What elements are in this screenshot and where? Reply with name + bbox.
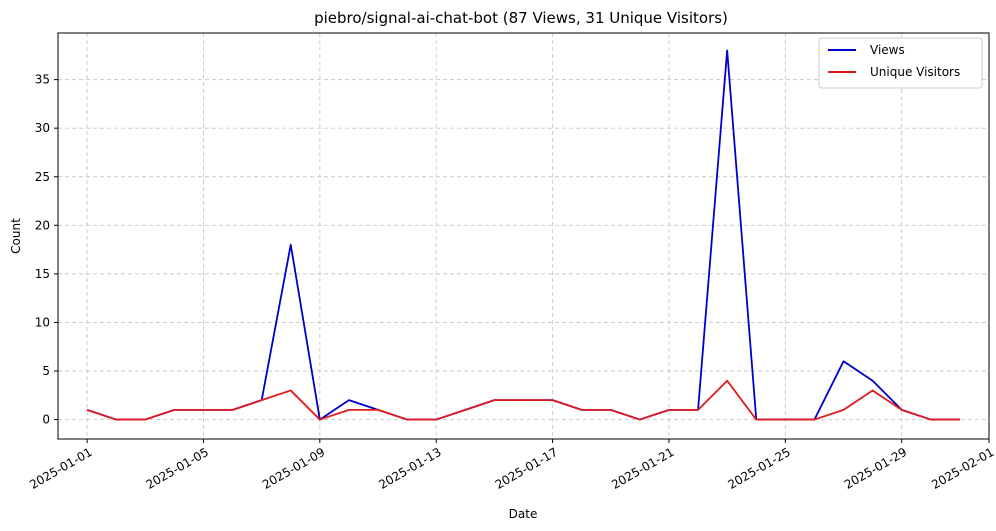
x-axis-label: Date [509,507,538,521]
chart-title: piebro/signal-ai-chat-bot (87 Views, 31 … [314,9,728,27]
series-lines [86,49,960,421]
series-line-views [86,49,960,421]
x-tick-label: 2025-01-29 [842,445,909,492]
y-tick-label: 25 [35,170,50,184]
x-tick-label: 2025-01-21 [609,445,676,492]
y-tick-label: 35 [35,73,50,87]
y-tick-label: 5 [42,364,50,378]
x-tick-label: 2025-01-25 [725,445,792,492]
y-tick-label: 10 [35,315,50,329]
x-tick-label: 2025-01-01 [27,445,94,492]
x-tick-label: 2025-02-01 [929,445,996,492]
legend-label-views: Views [870,43,905,57]
x-axis: 2025-01-01 2025-01-05 2025-01-09 2025-01-13… [27,439,996,492]
y-tick-label: 15 [35,267,50,281]
legend: Views Unique Visitors [818,37,983,89]
y-tick-label: 0 [42,413,50,427]
y-tick-label: 30 [35,121,50,135]
plot-frame [57,32,990,440]
x-tick-label: 2025-01-17 [493,445,560,492]
y-tick-label: 20 [35,218,50,232]
grid [58,33,990,439]
x-tick-label: 2025-01-05 [144,445,211,492]
y-axis-label: Count [9,218,23,254]
legend-label-unique-visitors: Unique Visitors [870,65,960,79]
y-axis: 0 5 10 15 20 25 30 35 [35,73,58,427]
series-line-unique-visitors [86,379,960,421]
x-tick-label: 2025-01-13 [376,445,443,492]
x-tick-label: 2025-01-09 [260,445,327,492]
legend-box [818,37,983,89]
